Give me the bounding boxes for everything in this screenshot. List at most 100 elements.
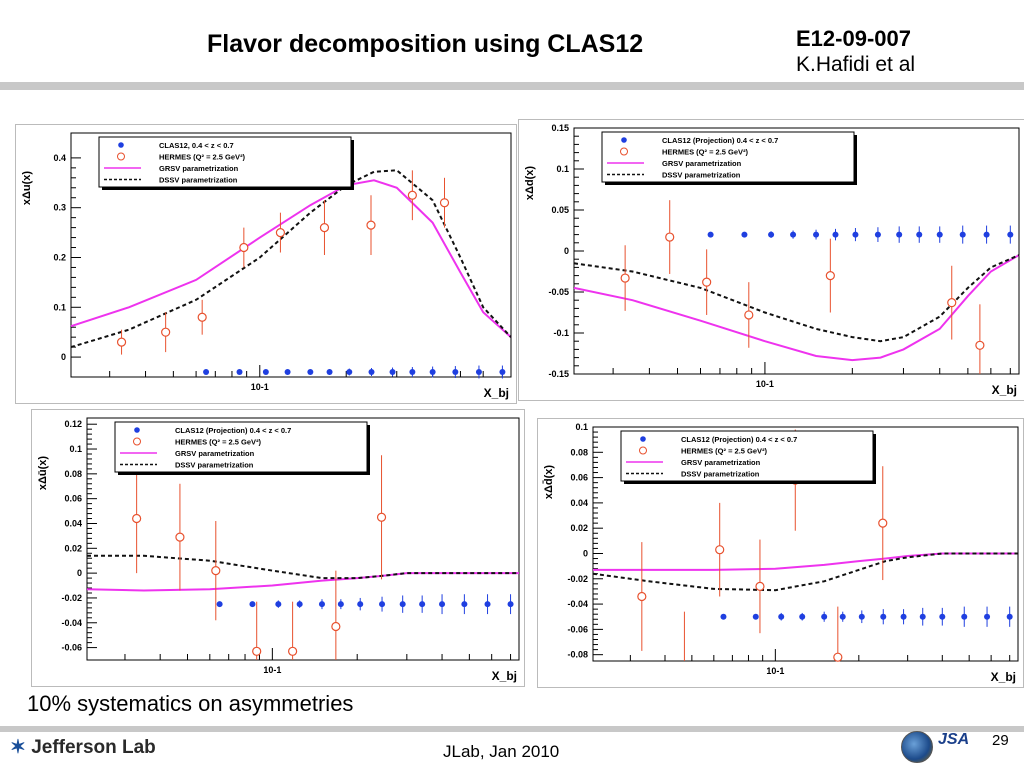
clas12-point [307,369,314,376]
clas12-point [959,231,966,238]
y-tick-label: -0.06 [567,624,588,634]
clas12-point [961,613,968,620]
y-tick-label: -0.04 [567,599,588,609]
clas12-point [821,613,828,620]
clas12-point [1007,231,1014,238]
footer-divider [0,726,1024,732]
hermes-point [702,277,712,287]
chart-svg: -0.08 -0.06 -0.04 -0.02 0 0.02 0.04 0.06 0.08 0.1… [543,422,1019,684]
hermes-point [376,512,387,522]
page-number: 29 [992,732,1009,749]
logo-text: Jefferson Lab [31,737,156,758]
clas12-point [832,231,839,238]
clas12-point [484,601,491,608]
legend-label: GRSV parametrization [175,449,255,458]
y-tick-label: 0.3 [53,203,66,213]
x-axis-label: X_bj [492,669,517,683]
systematics-caption: 10% systematics on asymmetries [27,691,354,716]
clas12-point [262,369,269,376]
legend-box [620,430,874,482]
x-axis-label: X_bj [992,383,1017,397]
clas12-point [858,613,865,620]
legend-hermes-marker [133,437,141,446]
clas12-point [900,613,907,620]
dssv-curve [87,554,519,580]
y-tick-label: 0.2 [53,252,66,262]
hermes-point [116,337,127,347]
clas12-point [752,613,759,620]
y-tick-label: -0.02 [61,593,82,603]
y-tick-label: 0.02 [570,523,588,533]
hermes-point [975,340,985,350]
legend-clas12-marker [640,436,646,442]
y-tick-label: 0.08 [570,447,588,457]
y-tick-label: 0.12 [64,419,82,429]
hermes-point [252,646,262,656]
y-tick-label: 0.04 [570,498,588,508]
y-tick-label: -0.04 [61,618,82,628]
clas12-point [318,601,325,608]
y-tick-label: 0.1 [69,444,82,454]
grsv-curve [573,254,1020,362]
x-tick-label: 10-1 [251,382,269,392]
slide-title: Flavor decomposition using CLAS12 [207,30,644,58]
y-tick-label: -0.02 [567,574,588,584]
hermes-point [439,198,450,208]
author-line: K.Hafidi et al [796,53,916,76]
chart-svg: -0.06 -0.04 -0.02 0 0.02 0.04 0.06 0.08 0.1 0.12 1… [37,417,520,683]
clas12-point [983,231,990,238]
hermes-point [715,545,725,555]
plot-panel-dd: -0.15 -0.1 -0.05 0 0.05 0.1 0.15 10-1 X_bj xΔd(x)… [518,119,1024,401]
y-tick-label: 0.06 [570,473,588,483]
y-tick-label: 0 [564,246,569,256]
clas12-point [216,601,223,608]
clas12-point [326,369,333,376]
plot-panel-ddbar: -0.08 -0.06 -0.04 -0.02 0 0.02 0.04 0.06 0.08 0.1… [537,418,1024,688]
y-tick-label: -0.1 [553,328,569,338]
clas12-point [790,231,797,238]
clas12-point [839,613,846,620]
legend-label: DSSV parametrization [159,176,238,185]
clas12-point [507,601,514,608]
plot-frame [86,417,520,661]
hermes-point [825,271,835,281]
legend-box [98,136,352,188]
clas12-point [203,369,210,376]
clas12-point [439,601,446,608]
legend-box [114,421,368,473]
hermes-point [288,646,298,656]
y-tick-label: 0.05 [551,205,569,215]
y-tick-label: -0.15 [548,369,569,379]
legend-clas12-marker [118,142,124,148]
hermes-point [744,310,754,320]
clas12-point [461,601,468,608]
clas12-point [368,369,375,376]
x-axis-label: X_bj [991,670,1016,684]
y-axis-label: xΔu(x) [21,171,33,206]
jsa-logo: JSA [938,731,970,748]
clas12-point [357,601,364,608]
clas12-point [452,369,459,376]
y-tick-label: 0.08 [64,469,82,479]
hermes-point [319,223,330,233]
clas12-point [275,601,282,608]
clas12-point [429,369,436,376]
legend-label: CLAS12, 0.4 < z < 0.7 [159,141,234,150]
plot-frame [70,132,512,378]
hermes-point [833,652,843,662]
clas12-point [389,369,396,376]
clas12-point [236,369,243,376]
clas12-point [939,613,946,620]
clas12-point [936,231,943,238]
plot-frame [592,426,1019,662]
y-axis-label: xΔd(x) [524,166,536,201]
clas12-point [346,369,353,376]
y-tick-label: -0.05 [548,287,569,297]
legend-label: CLAS12 (Projection) 0.4 < z < 0.7 [662,136,778,145]
clas12-point [499,369,506,376]
clas12-point [852,231,859,238]
legend-clas12-marker [134,427,140,433]
y-tick-label: -0.08 [567,650,588,660]
hermes-point [331,621,341,632]
x-tick-label: 10-1 [766,666,784,676]
